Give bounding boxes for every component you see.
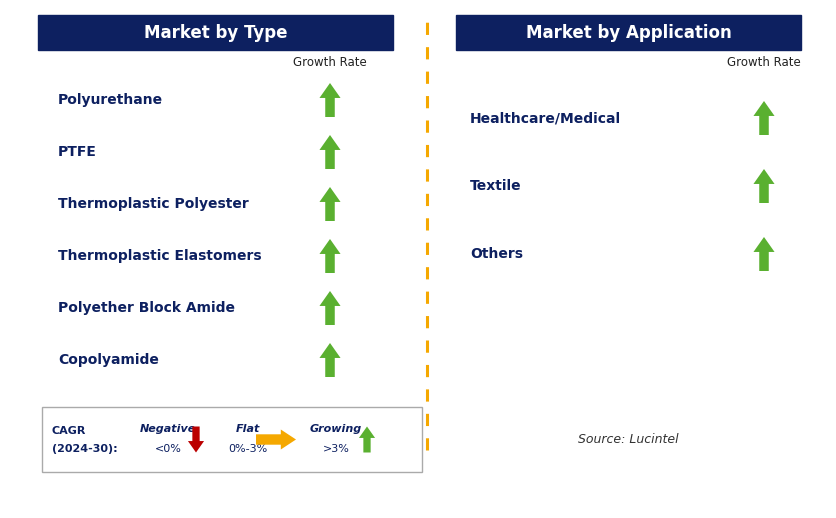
FancyBboxPatch shape [42,407,421,472]
FancyBboxPatch shape [456,15,800,50]
Text: Polyether Block Amide: Polyether Block Amide [58,301,235,315]
Text: >3%: >3% [322,444,349,454]
Text: Growth Rate: Growth Rate [293,56,366,69]
Polygon shape [319,343,340,377]
Polygon shape [319,187,340,221]
Text: Source: Lucintel: Source: Lucintel [578,433,678,446]
Polygon shape [319,291,340,325]
FancyBboxPatch shape [38,15,393,50]
Polygon shape [752,101,773,135]
Text: Thermoplastic Elastomers: Thermoplastic Elastomers [58,249,262,263]
Text: Copolyamide: Copolyamide [58,353,159,367]
Text: CAGR: CAGR [52,425,86,436]
Polygon shape [319,83,340,117]
Text: Thermoplastic Polyester: Thermoplastic Polyester [58,197,248,211]
Polygon shape [319,239,340,273]
Polygon shape [319,135,340,169]
Text: Healthcare/Medical: Healthcare/Medical [470,111,620,125]
Text: Growing: Growing [309,424,362,435]
Polygon shape [752,237,773,271]
Text: Market by Application: Market by Application [525,23,731,41]
Text: PTFE: PTFE [58,145,97,159]
Polygon shape [256,429,296,450]
Text: Growth Rate: Growth Rate [726,56,800,69]
Polygon shape [359,426,375,453]
Text: <0%: <0% [155,444,181,454]
Text: Flat: Flat [236,424,260,435]
Text: Textile: Textile [470,179,521,193]
Text: Market by Type: Market by Type [144,23,287,41]
Text: Polyurethane: Polyurethane [58,93,163,107]
Text: Negative: Negative [140,424,196,435]
Polygon shape [752,169,773,203]
Polygon shape [188,426,204,453]
Text: (2024-30):: (2024-30): [52,443,118,453]
Text: Others: Others [470,247,522,261]
Text: 0%-3%: 0%-3% [228,444,268,454]
